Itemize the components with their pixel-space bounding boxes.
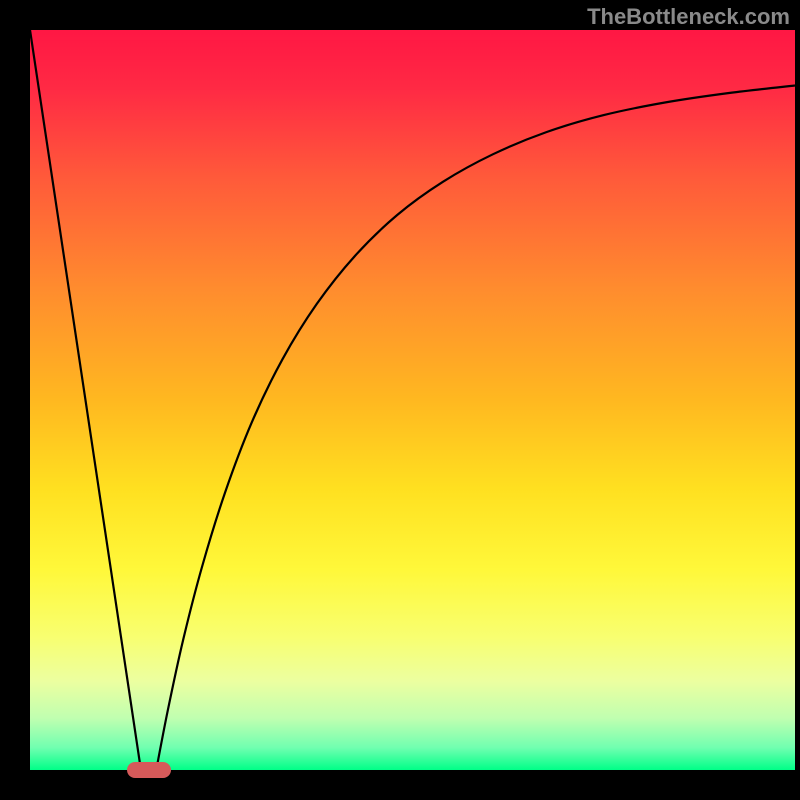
minimum-marker [127,762,171,778]
left-descending-line [30,30,141,770]
chart-container: TheBottleneck.com [0,0,800,800]
right-ascending-curve [156,86,795,771]
plot-area [30,30,795,770]
curve-layer [30,30,795,770]
watermark-text: TheBottleneck.com [587,4,790,30]
